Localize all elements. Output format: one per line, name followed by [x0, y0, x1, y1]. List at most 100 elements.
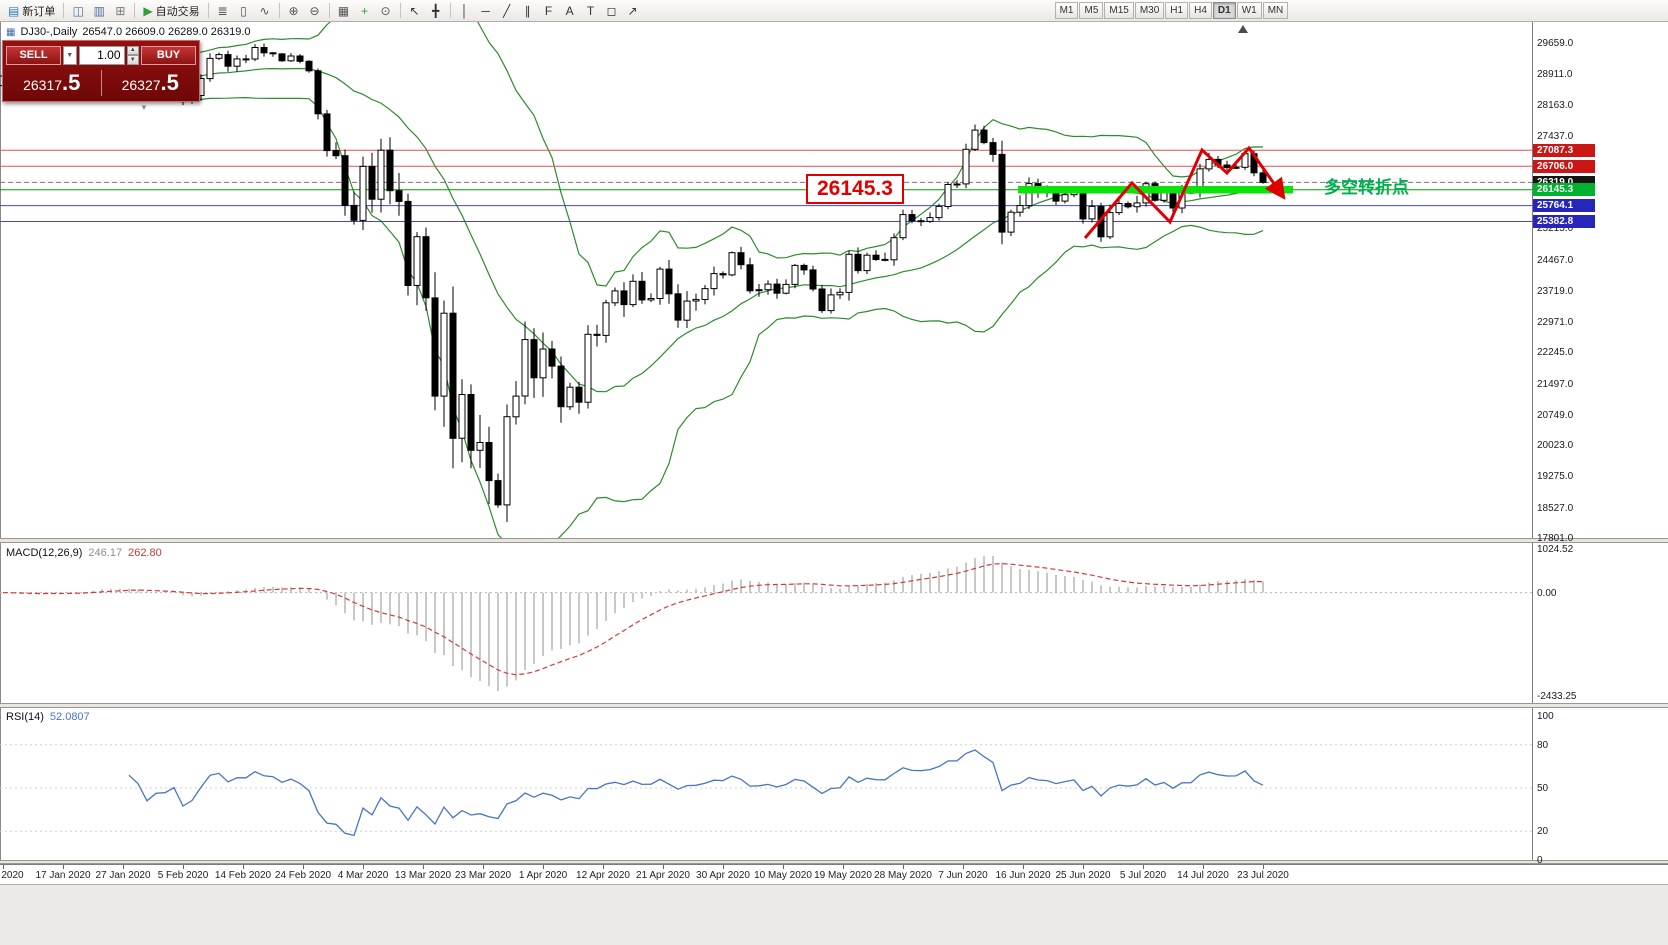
date-axis-label: 30 Apr 2020: [696, 870, 750, 881]
macd-axis-label: -2433.25: [1537, 691, 1577, 703]
horizontal-line-tool-button[interactable]: ─: [476, 2, 496, 20]
panel-separator[interactable]: [0, 703, 1668, 708]
navigator-button[interactable]: ⊞: [110, 2, 130, 20]
period-settings-button[interactable]: ⊙: [376, 2, 396, 20]
crosshair-tool-button[interactable]: ╋: [426, 2, 446, 20]
date-tick-mark: [1023, 865, 1024, 869]
new-order-icon: ▤: [8, 3, 20, 18]
date-tick-mark: [903, 865, 904, 869]
date-axis-label: Jan 2020: [0, 870, 24, 881]
timeframe-h4-button[interactable]: H4: [1189, 2, 1212, 19]
indicators-list-button[interactable]: +: [355, 2, 375, 20]
toolbar-separator: [63, 3, 65, 18]
date-tick-mark: [483, 865, 484, 869]
timeframe-w1-button[interactable]: W1: [1236, 2, 1262, 19]
trendline-tool-button[interactable]: ╱: [497, 2, 517, 20]
vertical-line-tool-button[interactable]: │: [455, 2, 475, 20]
date-axis-label: 16 Jun 2020: [995, 870, 1051, 881]
shapes-tool-button[interactable]: ◻: [602, 2, 622, 20]
price-axis-label: 17801.0: [1537, 532, 1574, 544]
price-axis-label: 21497.0: [1537, 378, 1574, 390]
timeframe-m15-button[interactable]: M15: [1104, 2, 1134, 19]
candlestick-mode-button[interactable]: ▯: [234, 2, 254, 20]
date-axis-label: 7 Jun 2020: [938, 870, 988, 881]
charts-window-button[interactable]: ◫: [68, 2, 88, 20]
volume-input[interactable]: [78, 45, 125, 65]
auto-trading-button[interactable]: ▶ 自动交易: [139, 2, 203, 20]
chart-shift-marker-icon[interactable]: [1238, 25, 1248, 33]
sell-button[interactable]: SELL: [6, 45, 61, 65]
price-chart[interactable]: [0, 22, 1532, 538]
text-tool-button[interactable]: A: [560, 2, 580, 20]
date-axis-label: 28 May 2020: [874, 870, 932, 881]
date-tick-mark: [723, 865, 724, 869]
tile-windows-button[interactable]: ▦: [334, 2, 354, 20]
new-order-button[interactable]: ▤ 新订单: [4, 2, 59, 20]
panel-separator[interactable]: [0, 860, 1668, 864]
chart-icon: ▦: [6, 26, 16, 38]
timeframe-h1-button[interactable]: H1: [1165, 2, 1189, 19]
timeframe-m5-button[interactable]: M5: [1079, 2, 1104, 19]
panel-separator[interactable]: [0, 538, 1668, 543]
price-axis-label: 27437.0: [1537, 130, 1574, 142]
cursor-tool-button[interactable]: ↖: [405, 2, 425, 20]
fibonacci-tool-button[interactable]: F: [539, 2, 559, 20]
macd-indicator-panel[interactable]: [0, 543, 1532, 703]
toolbar-buttons: ▤ 新订单 ◫ ▥ ⊞ ▶ 自动交易 ≣ ▯ ∿ ⊕ ⊖ ▦ + ⊙ ↖ ╋ │ ─ ╱ ∥ F A T ◻ ↗: [4, 2, 643, 20]
date-tick-mark: [663, 865, 664, 869]
timeframe-toolbar: M1 M5 M15 M30 H1 H4 D1 W1 MN: [1054, 2, 1289, 19]
date-axis-label: 24 Feb 2020: [274, 870, 332, 881]
buy-price[interactable]: 26327.5: [121, 70, 179, 95]
price-axis-label: 29659.0: [1537, 37, 1574, 49]
trendline-tool-icon: ╱: [502, 3, 511, 18]
volume-spin-down[interactable]: ▼: [126, 55, 139, 65]
price-axis-label: 22971.0: [1537, 317, 1574, 329]
rsi-line: [128, 749, 1264, 837]
toolbar-separator: [278, 3, 280, 18]
date-axis-label: 14 Feb 2020: [214, 870, 272, 881]
bar-chart-mode-button[interactable]: ≣: [213, 2, 233, 20]
timeframe-m30-button[interactable]: M30: [1134, 2, 1165, 19]
bar-chart-mode-icon: ≣: [217, 3, 228, 18]
volume-spin-up[interactable]: ▲: [126, 45, 139, 55]
date-axis-label: 23 Jul 2020: [1237, 870, 1289, 881]
zoom-out-button[interactable]: ⊖: [305, 2, 325, 20]
auto-trading-label: 自动交易: [155, 5, 200, 18]
vertical-line-tool-icon: │: [460, 3, 469, 18]
rsi-indicator-panel[interactable]: [0, 708, 1532, 860]
volume-spinner[interactable]: ▲ ▼: [126, 45, 139, 65]
macd-histogram: [11, 555, 1264, 691]
timeframe-d1-button[interactable]: D1: [1212, 2, 1236, 19]
chart-ohlc-values: 26547.0 26609.0 26289.0 26319.0: [82, 26, 251, 38]
candlestick-series: [0, 43, 1267, 522]
arrow-tool-button[interactable]: ↗: [623, 2, 643, 20]
rsi-axis-label: 50: [1537, 783, 1549, 794]
zigzag-trend-arrow: [1083, 145, 1286, 239]
price-axis-label: 18527.0: [1537, 502, 1574, 514]
buy-button[interactable]: BUY: [141, 45, 196, 65]
zoom-out-icon: ⊖: [309, 3, 320, 18]
volume-dropdown[interactable]: ▼: [63, 45, 77, 65]
zoom-in-button[interactable]: ⊕: [284, 2, 304, 20]
timeframe-m1-button[interactable]: M1: [1054, 2, 1079, 19]
rsi-label: RSI(14) 52.0807: [6, 711, 90, 723]
label-tool-button[interactable]: T: [581, 2, 601, 20]
date-axis-label: 21 Apr 2020: [636, 870, 690, 881]
trade-panel-collapse-arrow[interactable]: ▼: [140, 103, 148, 112]
price-axis-column[interactable]: [1532, 22, 1668, 860]
date-axis-label: 13 Mar 2020: [394, 870, 452, 881]
price-callout: 26145.3: [806, 174, 904, 204]
market-watch-button[interactable]: ▥: [89, 2, 109, 20]
date-axis-label: 5 Jul 2020: [1119, 870, 1167, 881]
one-click-trading-panel: SELL ▼ ▲ ▼ BUY 26317.5 26327.5: [2, 40, 200, 102]
fibonacci-tool-icon: F: [544, 3, 553, 18]
price-axis-label: 23719.0: [1537, 285, 1574, 297]
timeframe-mn-button[interactable]: MN: [1262, 2, 1289, 19]
date-axis-label: 14 Jul 2020: [1177, 870, 1229, 881]
channel-tool-button[interactable]: ∥: [518, 2, 538, 20]
date-axis[interactable]: Jan 2020 17 Jan 2020 27 Jan 2020 5 Feb 2020…: [0, 864, 1668, 884]
tile-windows-icon: ▦: [337, 3, 350, 18]
date-axis-label: 4 Mar 2020: [337, 870, 389, 881]
sell-price[interactable]: 26317.5: [23, 70, 81, 95]
line-chart-mode-button[interactable]: ∿: [255, 2, 275, 20]
